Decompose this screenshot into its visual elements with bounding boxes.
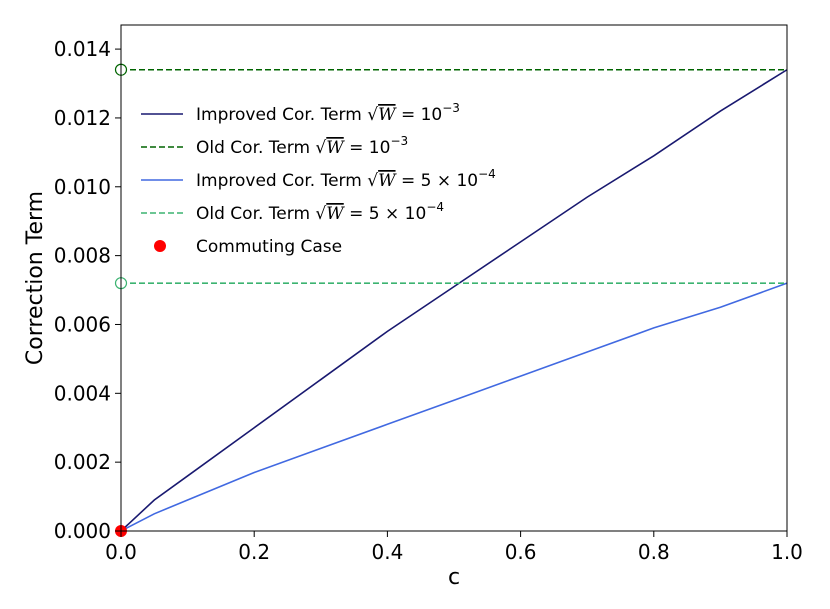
y-tick-label: 0.010 (54, 175, 111, 199)
y-tick-label: 0.004 (54, 381, 111, 405)
y-tick-label: 0.000 (54, 519, 111, 543)
x-tick-label: 0.8 (638, 540, 670, 564)
x-axis-title: c (448, 565, 460, 590)
legend: Improved Cor. Term √W = 10−3 Old Cor. Ter… (141, 101, 496, 257)
legend-marker-swatch (154, 240, 166, 252)
legend-label: Improved Cor. Term √W = 10−3 (196, 101, 460, 125)
legend-label: Old Cor. Term √W = 10−3 (196, 134, 408, 158)
plot-area (121, 25, 787, 531)
x-axis-ticks: 0.0 0.2 0.4 0.6 0.8 1.0 (105, 531, 803, 564)
x-tick-label: 0.0 (105, 540, 137, 564)
legend-label: Improved Cor. Term √W = 5 × 10−4 (196, 167, 496, 191)
y-tick-label: 0.002 (54, 450, 111, 474)
legend-entry-3: Improved Cor. Term √W = 5 × 10−4 (141, 167, 496, 191)
series-line-3 (120, 282, 788, 532)
series-lines (120, 68, 788, 532)
legend-entry-4: Old Cor. Term √W = 5 × 10−4 (141, 200, 444, 224)
series-line-1 (120, 69, 788, 532)
sqrt-icon: √ (315, 138, 326, 158)
legend-entry-1: Improved Cor. Term √W = 10−3 (141, 101, 460, 125)
y-tick-label: 0.014 (54, 37, 111, 61)
x-tick-label: 1.0 (771, 540, 803, 564)
y-tick-label: 0.012 (54, 106, 111, 130)
x-tick-label: 0.4 (371, 540, 403, 564)
sqrt-icon: √ (315, 204, 326, 224)
legend-label: Old Cor. Term √W = 5 × 10−4 (196, 200, 444, 224)
sqrt-icon: √ (367, 171, 378, 191)
x-tick-label: 0.6 (505, 540, 537, 564)
y-tick-label: 0.006 (54, 312, 111, 336)
legend-entry-5: Commuting Case (154, 237, 342, 257)
y-axis-ticks: 0.000 0.002 0.004 0.006 0.008 0.010 0.012 0.014 (54, 37, 121, 543)
y-tick-label: 0.008 (54, 244, 111, 268)
x-tick-label: 0.2 (238, 540, 270, 564)
sqrt-icon: √ (367, 105, 378, 125)
plot-frame (120, 24, 788, 532)
y-axis-title: Correction Term (23, 191, 48, 365)
legend-label: Commuting Case (196, 237, 342, 257)
legend-entry-2: Old Cor. Term √W = 10−3 (141, 134, 408, 158)
